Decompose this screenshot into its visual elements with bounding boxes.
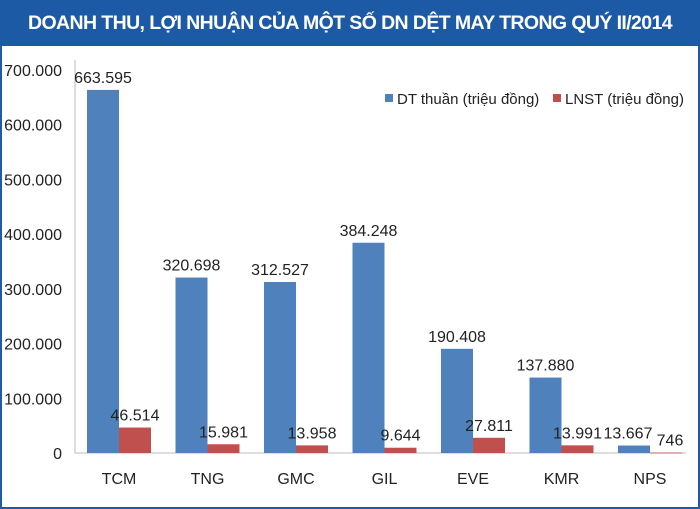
y-tick-label: 600.000 bbox=[4, 118, 62, 135]
bar-lnst bbox=[473, 437, 505, 453]
data-label: 746 bbox=[657, 433, 684, 450]
x-tick-label: KMR bbox=[544, 471, 580, 488]
data-label: 13.667 bbox=[604, 426, 653, 443]
data-label: 137.880 bbox=[517, 358, 575, 375]
data-label: 13.991 bbox=[553, 425, 602, 442]
legend-swatch bbox=[385, 94, 393, 102]
y-tick-label: 0 bbox=[53, 446, 62, 463]
y-tick-label: 300.000 bbox=[4, 282, 62, 299]
x-tick-label: NPS bbox=[634, 471, 667, 488]
bar-lnst bbox=[561, 445, 594, 453]
bar-lnst bbox=[650, 452, 682, 454]
y-tick-label: 100.000 bbox=[4, 391, 62, 408]
legend-label: DT thuần (triệu đồng) bbox=[397, 91, 539, 108]
bar-dt-thuan bbox=[529, 377, 562, 453]
x-tick-label: EVE bbox=[457, 471, 489, 488]
legend-label: LNST (triệu đồng) bbox=[565, 91, 684, 108]
data-label: 312.527 bbox=[251, 262, 309, 279]
data-label: 9.644 bbox=[380, 428, 420, 445]
data-label: 190.408 bbox=[428, 329, 486, 346]
x-tick-label: GIL bbox=[372, 471, 398, 488]
data-label: 27.811 bbox=[465, 418, 513, 435]
data-label: 13.958 bbox=[288, 425, 337, 442]
bar-lnst bbox=[384, 447, 417, 453]
data-label: 15.981 bbox=[199, 424, 248, 441]
bar-dt-thuan bbox=[618, 445, 650, 453]
bar-dt-thuan bbox=[175, 277, 208, 453]
bar-lnst bbox=[119, 427, 151, 453]
data-label: 320.698 bbox=[163, 258, 221, 275]
bar-lnst bbox=[296, 445, 328, 453]
x-tick-label: GMC bbox=[277, 471, 314, 488]
bar-dt-thuan bbox=[264, 282, 296, 453]
data-label: 384.248 bbox=[340, 223, 398, 240]
bar-lnst bbox=[207, 444, 240, 453]
x-tick-label: TNG bbox=[191, 471, 225, 488]
y-tick-label: 200.000 bbox=[4, 337, 62, 354]
y-tick-label: 700.000 bbox=[4, 63, 62, 80]
y-tick-label: 400.000 bbox=[4, 227, 62, 244]
bar-dt-thuan bbox=[441, 348, 473, 453]
data-label: 46.514 bbox=[111, 408, 160, 425]
legend-swatch bbox=[553, 94, 561, 102]
x-tick-label: TCM bbox=[102, 471, 137, 488]
chart-title: DOANH THU, LỢI NHUẬN CỦA MỘT SỐ DN DỆT M… bbox=[0, 0, 700, 46]
bar-dt-thuan bbox=[87, 89, 119, 454]
bar-dt-thuan bbox=[352, 242, 385, 453]
y-tick-label: 500.000 bbox=[4, 172, 62, 189]
data-label: 663.595 bbox=[74, 70, 132, 87]
